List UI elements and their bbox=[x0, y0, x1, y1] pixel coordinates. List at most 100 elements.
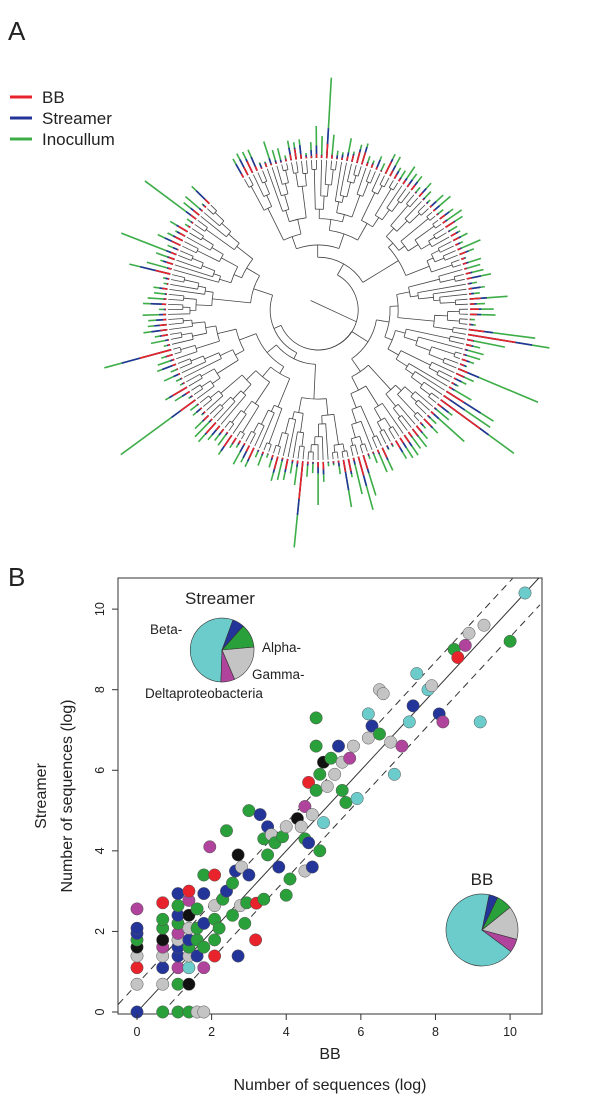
tree-branch bbox=[176, 258, 204, 270]
tree-branch bbox=[295, 172, 307, 188]
tree-branch bbox=[433, 228, 447, 240]
bb-bar bbox=[362, 454, 369, 469]
x-tick-label: 0 bbox=[134, 1025, 141, 1039]
scatter-point bbox=[235, 860, 248, 874]
tree-branch bbox=[341, 450, 349, 458]
tree-branch bbox=[432, 219, 442, 229]
tree-branch bbox=[376, 417, 392, 431]
bb-bar bbox=[445, 221, 455, 229]
scatter-point bbox=[208, 933, 222, 947]
tree-branch bbox=[253, 288, 298, 359]
bb-bar bbox=[190, 214, 197, 220]
tree-branch bbox=[330, 160, 337, 171]
bb-bar bbox=[171, 358, 175, 361]
tree-branch bbox=[298, 397, 329, 416]
bb-bar bbox=[261, 451, 265, 455]
bb-bar bbox=[465, 271, 471, 275]
bb-bar bbox=[381, 447, 388, 458]
tree-branch bbox=[414, 399, 430, 415]
bb-bar bbox=[238, 440, 242, 444]
tree-branch bbox=[361, 192, 380, 228]
scatter-point bbox=[335, 783, 349, 797]
bb-bar bbox=[178, 225, 189, 233]
tree-branch bbox=[297, 445, 305, 460]
bb-bar bbox=[161, 333, 169, 337]
scatter-point bbox=[320, 779, 334, 793]
tree-branch bbox=[428, 361, 455, 373]
tree-branch bbox=[182, 241, 199, 254]
tree-branch bbox=[317, 245, 399, 283]
tree-branch bbox=[428, 236, 450, 248]
bb-bar bbox=[439, 214, 446, 220]
bb-bar bbox=[448, 386, 453, 390]
x-tick-label: 10 bbox=[503, 1025, 517, 1039]
y-tick-label: 2 bbox=[93, 928, 107, 935]
tree-branch bbox=[453, 351, 462, 359]
tree-branch bbox=[385, 384, 402, 407]
bb-bar bbox=[168, 256, 175, 261]
scatter-point bbox=[332, 739, 345, 753]
tree-branch bbox=[397, 386, 416, 415]
bb-bar bbox=[445, 390, 465, 403]
bb-bar bbox=[243, 166, 249, 176]
tree-branch bbox=[458, 308, 469, 315]
tree-branch bbox=[250, 186, 273, 211]
scatter-points bbox=[130, 586, 532, 1019]
scatter-point bbox=[317, 816, 330, 830]
scatter-point bbox=[294, 820, 308, 834]
tree-branch bbox=[263, 442, 272, 452]
tree-branch bbox=[192, 321, 208, 337]
tree-branch bbox=[197, 247, 224, 262]
scatter-point bbox=[242, 804, 256, 818]
bb-bar bbox=[453, 377, 457, 380]
scatter-point bbox=[231, 848, 245, 862]
tree-branch bbox=[453, 274, 465, 282]
scatter-point bbox=[130, 977, 144, 991]
legend-bb-label: BB bbox=[42, 88, 65, 107]
tree-branch bbox=[442, 357, 459, 369]
tree-branch bbox=[207, 204, 217, 215]
tree-branch bbox=[333, 443, 345, 453]
bb-bar bbox=[246, 161, 254, 174]
scatter-point bbox=[156, 933, 170, 947]
scatter-point bbox=[302, 775, 316, 789]
bb-bar bbox=[215, 425, 221, 431]
tree-branch bbox=[386, 228, 405, 251]
bb-bar bbox=[347, 458, 352, 472]
bb-bar bbox=[433, 407, 436, 409]
scatter-point bbox=[313, 767, 327, 781]
scatter-point bbox=[231, 949, 245, 963]
bb-bar bbox=[166, 353, 173, 358]
tree-branch bbox=[186, 373, 203, 387]
scatter-point bbox=[283, 872, 297, 886]
bb-bar bbox=[467, 333, 516, 344]
scatter-point bbox=[279, 888, 293, 902]
scatter-point bbox=[313, 844, 327, 858]
tree-branch bbox=[324, 160, 334, 186]
scatter-point bbox=[410, 667, 424, 681]
bb-bar bbox=[415, 425, 422, 432]
tree-branch bbox=[189, 228, 204, 241]
scatter-point bbox=[130, 961, 144, 975]
scatter-point bbox=[242, 868, 256, 882]
bb-bar bbox=[455, 243, 459, 246]
scatter-point bbox=[171, 977, 185, 991]
bb-bar bbox=[410, 184, 416, 191]
tree-branch bbox=[220, 390, 247, 425]
tree-branch bbox=[419, 381, 443, 396]
x-axis-label: BB bbox=[319, 1046, 340, 1063]
bb-bar bbox=[200, 209, 204, 212]
scatter-point bbox=[171, 961, 185, 975]
bb-bar bbox=[182, 382, 185, 385]
bb-bar bbox=[451, 381, 455, 385]
tree-branch bbox=[408, 278, 440, 298]
bb-bar bbox=[254, 166, 258, 172]
tree-branch bbox=[388, 180, 399, 191]
scatter-point bbox=[376, 687, 390, 701]
tree-branch bbox=[351, 364, 392, 391]
bb-bar bbox=[403, 434, 410, 443]
tree-branch bbox=[334, 161, 344, 203]
tree-branch bbox=[266, 344, 316, 400]
scatter-point bbox=[261, 848, 275, 862]
streamer-pie-title: Streamer bbox=[185, 589, 255, 608]
